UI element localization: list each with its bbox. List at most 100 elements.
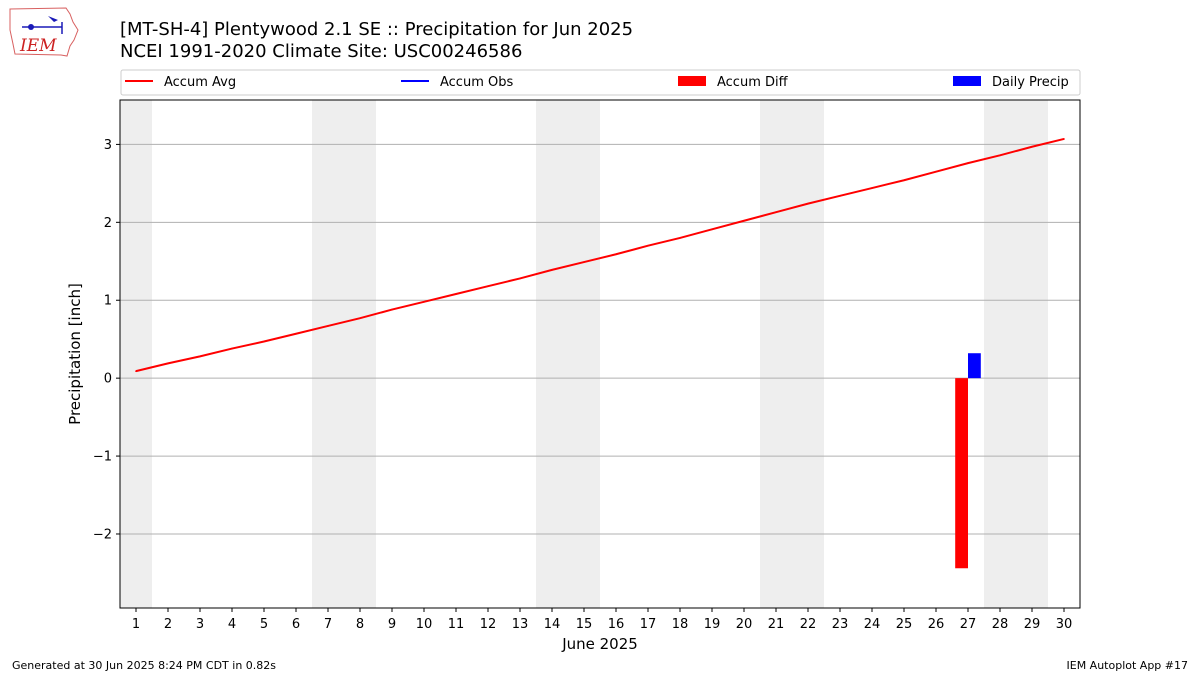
xtick-label-28: 28 (992, 617, 1009, 632)
x-axis-label: June 2025 (561, 635, 638, 653)
line-series (135, 137, 1065, 373)
logo-vane (48, 16, 58, 22)
weekend-shade-day-21 (760, 100, 792, 608)
accum-avg-point-day-1 (135, 370, 137, 372)
accum-avg-point-day-5 (263, 340, 265, 343)
accum-avg-point-day-9 (391, 308, 393, 311)
legend: Accum Avg Accum Obs Accum Diff Daily Pre… (120, 69, 1081, 96)
weekend-shade-day-7 (312, 100, 344, 608)
legend-label-daily-precip: Daily Precip (992, 75, 1069, 90)
ytick-label-3: 3 (104, 138, 112, 153)
xtick-label-11: 11 (448, 617, 465, 632)
xtick-label-10: 10 (416, 617, 433, 632)
weekend-shading (120, 100, 1048, 608)
accum-avg-point-day-3 (199, 355, 201, 358)
footer-generated-text: Generated at 30 Jun 2025 8:24 PM CDT in … (12, 659, 276, 672)
xtick-label-1: 1 (132, 617, 140, 632)
ytick-label-1: 1 (104, 294, 112, 309)
weekend-shade-day-15 (568, 100, 600, 608)
accum-avg-point-day-28 (999, 154, 1001, 157)
footer-app-text: IEM Autoplot App #17 (1067, 659, 1189, 672)
xtick-label-27: 27 (960, 617, 977, 632)
bar-series (955, 353, 981, 569)
accum-avg-point-day-29 (1031, 145, 1033, 148)
xtick-label-24: 24 (864, 617, 881, 632)
y-axis-ticks: −2 −1 0 1 2 3 (93, 138, 120, 542)
xtick-label-14: 14 (544, 617, 561, 632)
plot-frame (119, 99, 1081, 609)
accum-avg-point-day-16 (615, 253, 617, 256)
iem-logo: IEM (9, 7, 79, 57)
xtick-label-15: 15 (576, 617, 593, 632)
weekend-shade-day-14 (536, 100, 568, 608)
accum-avg-point-day-23 (839, 195, 841, 197)
xtick-label-16: 16 (608, 617, 625, 632)
accum-avg-point-day-20 (743, 219, 745, 222)
accum-avg-point-day-19 (711, 228, 713, 231)
accum-avg-point-day-12 (487, 285, 489, 288)
xtick-label-26: 26 (928, 617, 945, 632)
y-axis-label: Precipitation [inch] (66, 283, 84, 425)
xtick-label-4: 4 (228, 617, 236, 632)
xtick-label-12: 12 (480, 617, 497, 632)
xtick-label-6: 6 (292, 617, 300, 632)
xtick-label-23: 23 (832, 617, 849, 632)
legend-label-accum-avg: Accum Avg (164, 75, 236, 90)
accum-avg-point-day-14 (551, 269, 553, 271)
accum-avg-point-day-11 (455, 293, 457, 295)
accum-avg-line (135, 137, 1065, 373)
ytick-label--1: −1 (93, 450, 112, 465)
x-axis-ticks: 1 2 3 4 5 6 7 8 9 10 11 12 13 14 15 16 17 18 19 20 21 22 23 24 2… (132, 608, 1072, 632)
xtick-label-25: 25 (896, 617, 913, 632)
xtick-label-9: 9 (388, 617, 396, 632)
legend-swatch-daily-precip (953, 76, 981, 86)
accum-avg-point-day-6 (295, 332, 297, 335)
weekend-shade-day-22 (792, 100, 824, 608)
xtick-label-17: 17 (640, 617, 657, 632)
chart-title-line1: [MT-SH-4] Plentywood 2.1 SE :: Precipita… (120, 19, 633, 40)
accum-avg-point-day-4 (231, 347, 233, 350)
iowa-outline (9, 7, 79, 57)
xtick-label-8: 8 (356, 617, 364, 632)
accum-avg-point-day-30 (1063, 138, 1065, 140)
weekend-shade-day-1 (120, 100, 152, 608)
xtick-label-7: 7 (324, 617, 332, 632)
xtick-label-13: 13 (512, 617, 529, 632)
legend-label-accum-obs: Accum Obs (440, 75, 513, 90)
accum-avg-point-day-2 (167, 362, 169, 365)
accum-avg-point-day-7 (327, 325, 329, 327)
xtick-label-29: 29 (1024, 617, 1041, 632)
logo-text: IEM (19, 36, 57, 56)
weekend-shade-day-28 (984, 100, 1016, 608)
accum-avg-point-day-17 (647, 244, 649, 247)
legend-frame (120, 69, 1081, 96)
xtick-label-20: 20 (736, 617, 753, 632)
accum-avg-point-day-22 (807, 202, 809, 205)
xtick-label-18: 18 (672, 617, 689, 632)
accum-avg-point-day-10 (423, 300, 425, 303)
accum-avg-point-day-8 (359, 317, 361, 319)
xtick-label-2: 2 (164, 617, 172, 632)
xtick-label-30: 30 (1056, 617, 1073, 632)
accum-avg-point-day-15 (583, 261, 585, 263)
accum-avg-point-day-25 (903, 179, 905, 182)
xtick-label-19: 19 (704, 617, 721, 632)
daily-precip-bar-day-27 (968, 353, 981, 379)
chart-title-line2: NCEI 1991-2020 Climate Site: USC00246586 (120, 41, 522, 62)
legend-swatch-accum-diff (678, 76, 706, 86)
accum-diff-bar-day-27 (955, 378, 968, 569)
legend-label-accum-diff: Accum Diff (717, 75, 789, 90)
weekend-shade-day-8 (344, 100, 376, 608)
accum-avg-point-day-24 (871, 187, 873, 189)
xtick-label-5: 5 (260, 617, 268, 632)
xtick-label-21: 21 (768, 617, 785, 632)
weekend-shade-day-29 (1016, 100, 1048, 608)
accum-avg-point-day-26 (935, 170, 937, 173)
accum-avg-point-day-21 (775, 211, 777, 213)
xtick-label-3: 3 (196, 617, 204, 632)
ytick-label-2: 2 (104, 216, 112, 231)
accum-avg-point-day-13 (519, 277, 521, 280)
y-gridlines (120, 143, 1080, 535)
ytick-label--2: −2 (93, 527, 112, 542)
